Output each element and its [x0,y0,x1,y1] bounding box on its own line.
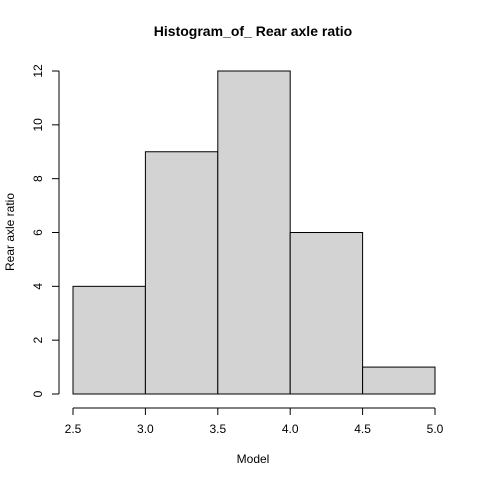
y-tick-label: 4 [31,283,45,290]
histogram-bar-2 [144,151,219,395]
y-tick-label: 8 [31,175,45,182]
histogram-bar-4 [289,232,364,395]
chart-title: Histogram_of_ Rear axle ratio [154,23,352,39]
histogram-bar-1 [72,285,146,395]
y-tick-label: 6 [31,229,45,236]
x-tick-label: 2.5 [65,422,82,436]
y-tick-label: 0 [31,390,45,397]
y-axis-label: Rear axle ratio [3,193,17,271]
histogram-bar-5 [362,366,436,395]
x-tick-label: 5.0 [427,422,444,436]
y-axis: 0 2 4 6 8 10 12 [31,64,60,397]
x-axis: 2.5 3.0 3.5 4.0 4.5 5.0 [65,407,444,436]
x-tick-label: 4.0 [282,422,299,436]
histogram-bar-3 [217,70,291,395]
bars-group [72,70,436,395]
x-tick-label: 3.0 [137,422,154,436]
y-tick-label: 10 [31,118,45,132]
y-tick-label: 2 [31,337,45,344]
x-tick-label: 4.5 [354,422,371,436]
y-tick-label: 12 [31,64,45,78]
x-tick-label: 3.5 [209,422,226,436]
x-axis-label: Model [237,452,270,466]
